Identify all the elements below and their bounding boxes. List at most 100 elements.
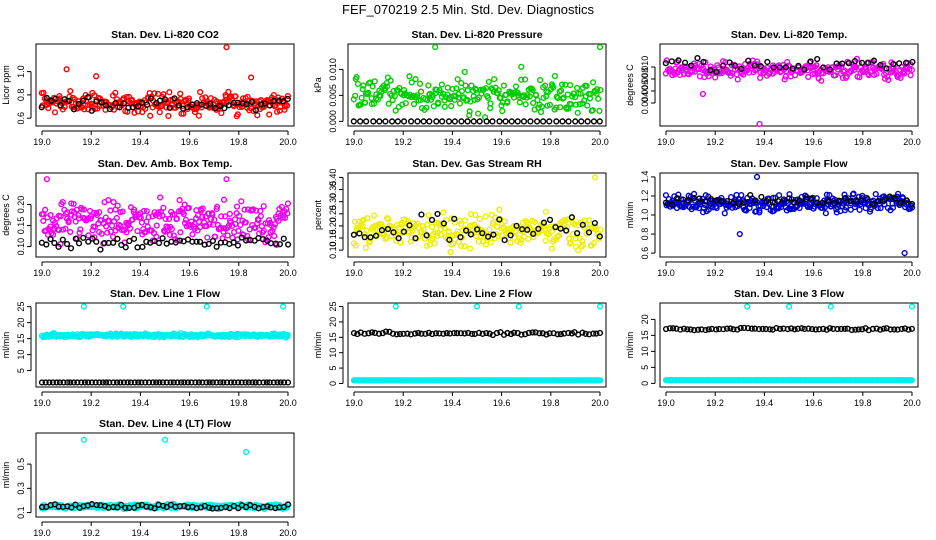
y-tick-label: 0.8 bbox=[640, 228, 650, 241]
x-tick-label: 19.6 bbox=[805, 268, 823, 278]
data-point bbox=[897, 199, 904, 206]
data-point bbox=[284, 92, 292, 100]
data-point bbox=[446, 236, 453, 243]
data-point bbox=[113, 214, 120, 222]
data-point bbox=[223, 379, 231, 386]
data-point bbox=[908, 303, 916, 310]
data-point bbox=[50, 231, 57, 238]
data-point bbox=[159, 235, 166, 242]
data-point bbox=[57, 213, 64, 220]
data-point bbox=[153, 379, 160, 386]
data-point bbox=[62, 225, 69, 232]
data-point bbox=[284, 210, 291, 217]
data-point bbox=[434, 232, 441, 239]
data-point bbox=[389, 330, 397, 337]
data-point bbox=[91, 223, 99, 231]
data-point bbox=[56, 379, 63, 386]
data-point bbox=[457, 234, 464, 241]
x-tick-label: 19.2 bbox=[82, 137, 100, 147]
data-point bbox=[165, 112, 172, 120]
data-point bbox=[461, 68, 468, 76]
data-point bbox=[507, 239, 514, 246]
data-point bbox=[40, 89, 47, 96]
x-tick-label: 19.6 bbox=[493, 137, 511, 147]
data-point bbox=[572, 235, 579, 242]
data-point bbox=[590, 330, 597, 337]
data-point bbox=[533, 118, 541, 125]
data-point bbox=[70, 200, 77, 208]
data-point bbox=[221, 105, 228, 112]
data-point bbox=[248, 74, 255, 81]
data-point bbox=[589, 107, 596, 114]
data-point bbox=[766, 326, 773, 333]
data-point bbox=[425, 212, 432, 219]
data-point bbox=[134, 502, 142, 509]
y-tick-label: 0.10 bbox=[328, 241, 338, 259]
data-point bbox=[894, 190, 902, 197]
data-point bbox=[98, 99, 105, 106]
data-point bbox=[781, 76, 788, 83]
data-point bbox=[596, 43, 604, 51]
data-point bbox=[447, 248, 454, 256]
data-point bbox=[350, 231, 357, 238]
data-point bbox=[445, 229, 453, 236]
data-point bbox=[365, 89, 372, 96]
data-point bbox=[796, 197, 803, 204]
data-point bbox=[363, 227, 370, 234]
data-point bbox=[508, 118, 515, 125]
data-point bbox=[461, 242, 468, 250]
x-tick-label: 20.0 bbox=[591, 398, 609, 408]
data-point bbox=[432, 330, 440, 337]
data-point bbox=[780, 196, 787, 203]
data-point bbox=[454, 76, 461, 83]
data-point bbox=[112, 100, 119, 107]
data-point bbox=[370, 118, 377, 125]
data-point bbox=[392, 107, 399, 114]
data-point bbox=[96, 379, 103, 386]
y-tick-label: 0.25 bbox=[328, 205, 338, 223]
data-point bbox=[747, 200, 754, 208]
data-point bbox=[596, 329, 604, 337]
data-point bbox=[171, 95, 178, 102]
data-point bbox=[433, 118, 440, 125]
data-point bbox=[72, 235, 79, 242]
chart-panel: Stan. Dev. Line 4 (LT) Flow 19.0 19.2 19.4 1… bbox=[1, 418, 297, 538]
x-tick-label: 19.8 bbox=[230, 137, 248, 147]
data-point bbox=[218, 109, 225, 117]
data-point bbox=[166, 104, 173, 111]
data-point bbox=[535, 225, 542, 232]
data-point bbox=[541, 223, 548, 230]
data-point bbox=[242, 219, 249, 226]
x-tick-label: 19.2 bbox=[394, 398, 412, 408]
x-tick-label: 19.6 bbox=[181, 528, 199, 538]
data-point bbox=[356, 230, 363, 237]
data-point bbox=[456, 100, 464, 107]
data-point bbox=[485, 94, 492, 101]
data-point bbox=[423, 221, 431, 228]
data-point bbox=[718, 197, 725, 205]
data-point bbox=[475, 329, 483, 336]
data-point bbox=[434, 210, 441, 218]
data-point bbox=[434, 99, 442, 106]
y-tick-label: 5 bbox=[16, 368, 26, 373]
data-point bbox=[720, 62, 727, 69]
data-point bbox=[358, 94, 365, 101]
data-point bbox=[147, 95, 155, 102]
data-point bbox=[548, 228, 556, 235]
data-point bbox=[532, 329, 539, 336]
data-point bbox=[574, 84, 581, 92]
data-point bbox=[548, 245, 556, 252]
data-point bbox=[885, 76, 892, 84]
data-point bbox=[535, 104, 542, 111]
data-point bbox=[75, 240, 83, 247]
data-point bbox=[501, 236, 508, 244]
x-tick-label: 19.2 bbox=[706, 268, 724, 278]
data-point bbox=[476, 118, 483, 125]
data-point bbox=[53, 379, 60, 386]
data-point bbox=[463, 227, 470, 234]
data-point bbox=[395, 235, 402, 242]
data-point bbox=[520, 118, 528, 125]
data-point bbox=[106, 105, 114, 113]
data-point bbox=[130, 235, 138, 242]
x-tick-label: 20.0 bbox=[591, 268, 609, 278]
